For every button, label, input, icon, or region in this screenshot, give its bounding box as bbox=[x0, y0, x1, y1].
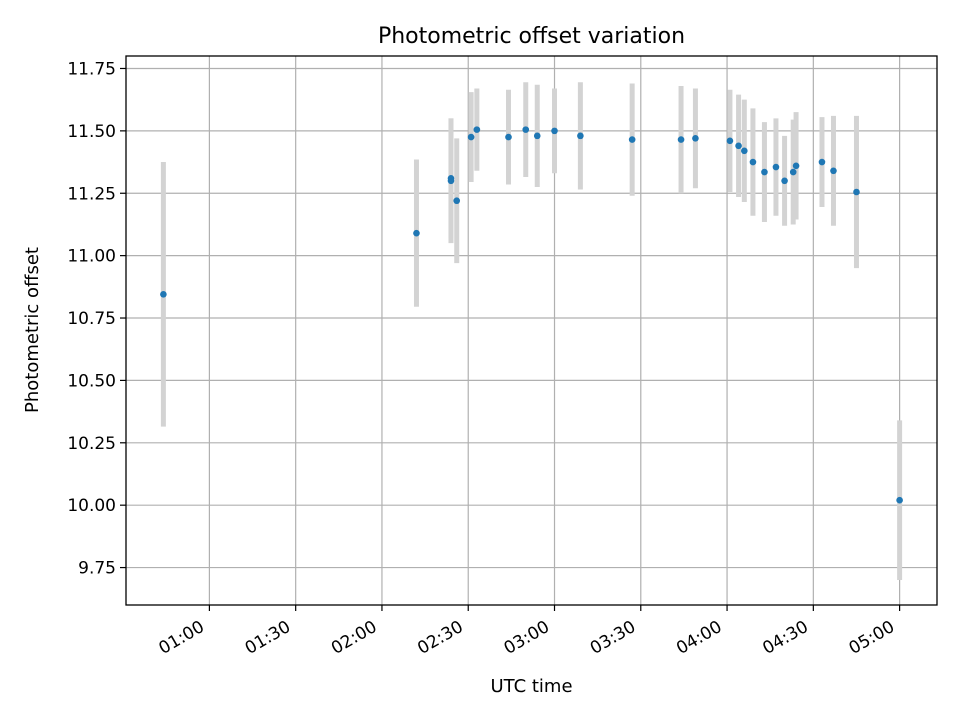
data-point bbox=[453, 197, 461, 205]
data-point bbox=[830, 167, 837, 175]
data-point bbox=[761, 168, 768, 176]
data-points bbox=[160, 126, 903, 504]
data-point bbox=[853, 188, 860, 196]
x-axis-label: UTC time bbox=[490, 676, 572, 697]
y-tick-label: 11.75 bbox=[67, 59, 116, 79]
y-tick-label: 10.00 bbox=[67, 496, 116, 516]
y-tick-label: 11.00 bbox=[67, 247, 116, 267]
data-point bbox=[818, 158, 826, 166]
data-point bbox=[577, 132, 584, 140]
data-point bbox=[772, 163, 780, 171]
y-axis-ticks: 9.75 10.00 10.25 10.50 10.75 11.00 11.25 11.50 1… bbox=[67, 59, 126, 579]
y-tick-label: 10.75 bbox=[67, 309, 116, 329]
y-tick-label: 10.25 bbox=[67, 434, 116, 454]
data-point bbox=[781, 177, 788, 185]
data-point bbox=[473, 126, 481, 133]
data-point bbox=[522, 126, 530, 133]
plot-frame bbox=[125, 55, 938, 606]
data-point bbox=[467, 133, 475, 141]
data-point bbox=[533, 132, 541, 140]
data-point bbox=[789, 168, 797, 176]
data-point bbox=[726, 137, 734, 145]
data-point bbox=[692, 135, 699, 142]
data-point bbox=[447, 174, 455, 182]
data-point bbox=[792, 162, 800, 170]
data-point bbox=[896, 496, 903, 504]
data-point bbox=[735, 142, 742, 150]
data-point bbox=[413, 229, 420, 237]
y-tick-label: 9.75 bbox=[78, 559, 116, 579]
data-point bbox=[551, 127, 558, 135]
y-axis-label: Photometric offset bbox=[22, 247, 43, 413]
y-tick-label: 11.50 bbox=[67, 122, 116, 142]
data-point bbox=[741, 147, 748, 155]
y-tick-label: 10.50 bbox=[67, 371, 116, 391]
data-point bbox=[677, 136, 685, 143]
data-point bbox=[505, 133, 512, 141]
data-point bbox=[160, 291, 167, 298]
data-point bbox=[628, 136, 636, 143]
y-tick-label: 11.25 bbox=[67, 184, 116, 204]
chart-title: Photometric offset variation bbox=[378, 24, 685, 49]
data-point bbox=[749, 158, 757, 166]
grid-lines bbox=[126, 56, 937, 605]
